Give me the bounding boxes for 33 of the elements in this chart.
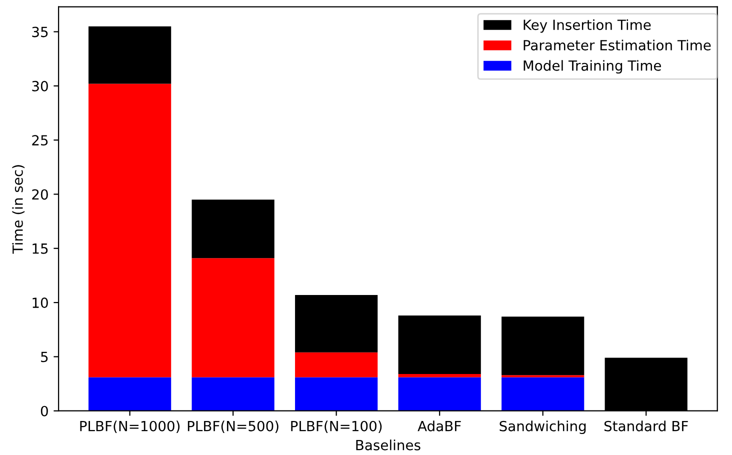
bar (88, 377, 172, 411)
bar (502, 377, 584, 411)
y-tick-label: 30 (32, 80, 48, 92)
bar (192, 377, 274, 411)
bar (398, 316, 481, 374)
x-tick-label: PLBF(N=1000) (80, 420, 180, 433)
bar (502, 316, 584, 376)
legend-label: Parameter Estimation Time (524, 40, 711, 50)
y-tick-label: 25 (32, 135, 48, 146)
y-tick-label: 0 (40, 406, 48, 416)
y-tick-label: 35 (32, 26, 48, 38)
bar (192, 200, 274, 258)
bar (398, 377, 481, 411)
legend-label: Model Training Time (524, 60, 661, 74)
x-tick-label: PLBF(N=500) (188, 420, 278, 433)
bar (295, 294, 378, 352)
bar (192, 258, 274, 378)
y-tick-label: 5 (41, 352, 48, 362)
y-axis-title: Time (in sec) (12, 165, 25, 254)
bar (295, 377, 378, 411)
y-tick-label: 10 (32, 298, 48, 308)
bar (295, 352, 378, 378)
bar (88, 26, 172, 84)
bar (398, 374, 481, 378)
x-tick-label: PLBF(N=100) (291, 420, 382, 433)
x-tick-label: Sandwiching (500, 420, 586, 434)
x-axis-title: Baselines (356, 440, 420, 450)
x-tick-label: AdaBF (418, 420, 461, 432)
bar (88, 84, 172, 378)
x-tick-label: Standard BF (604, 420, 688, 432)
y-tick-label: 15 (32, 244, 48, 254)
y-tick-label: 20 (32, 189, 48, 200)
legend-label: Key Insertion Time (524, 19, 651, 33)
